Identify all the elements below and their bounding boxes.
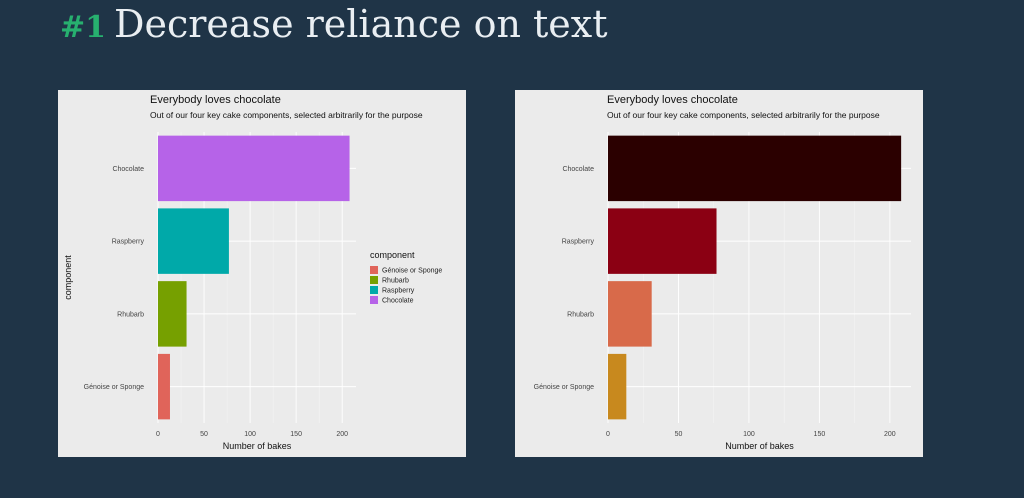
- x-tick-label: 0: [156, 431, 160, 438]
- chart-subtitle: Out of our four key cake components, sel…: [150, 110, 423, 120]
- bar-rhubarb: [158, 281, 187, 347]
- x-tick-label: 50: [200, 431, 208, 438]
- legend-swatch-chocolate: [370, 296, 378, 304]
- x-tick-label: 150: [290, 431, 302, 438]
- slide-number: #1: [60, 10, 107, 45]
- x-axis-title: Number of bakes: [725, 441, 794, 451]
- bar-genoise-or-sponge: [608, 353, 627, 420]
- bar-rhubarb: [608, 281, 652, 347]
- bar-chocolate: [608, 135, 902, 202]
- chart-title: Everybody loves chocolate: [607, 94, 738, 106]
- category-label-raspberry: Raspberry: [562, 239, 595, 246]
- x-tick-label: 200: [884, 431, 896, 438]
- chart-panel-right: Everybody loves chocolate Out of our fou…: [515, 90, 923, 457]
- bar-chart-right: Chocolate Raspberry Rhubarb Génoise or Spon…: [534, 132, 911, 451]
- x-axis-title: Number of bakes: [223, 441, 292, 451]
- x-tick-label: 100: [244, 431, 256, 438]
- category-label-chocolate: Chocolate: [562, 166, 594, 173]
- x-tick-label: 50: [675, 431, 683, 438]
- legend-swatch-genoise-or-sponge: [370, 266, 378, 274]
- category-label-genoise-or-sponge: Génoise or Sponge: [84, 384, 144, 391]
- chart-panel-left: Everybody loves chocolate Out of our fou…: [58, 90, 466, 457]
- bar-chart-left: Chocolate Raspberry Rhubarb Génoise or Spon…: [63, 132, 442, 451]
- legend-title: component: [370, 250, 415, 260]
- x-tick-label: 150: [814, 431, 826, 438]
- legend-label-chocolate: Chocolate: [382, 298, 414, 305]
- slide-title: #1 Decrease reliance on text: [60, 2, 607, 46]
- chart-subtitle: Out of our four key cake components, sel…: [607, 110, 880, 120]
- bar-raspberry: [158, 208, 229, 274]
- legend-swatch-rhubarb: [370, 276, 378, 284]
- x-tick-label: 200: [336, 431, 348, 438]
- legend-label-rhubarb: Rhubarb: [382, 278, 409, 285]
- bar-chocolate: [158, 135, 350, 202]
- category-label-rhubarb: Rhubarb: [567, 311, 594, 318]
- x-tick-label: 100: [743, 431, 755, 438]
- category-label-rhubarb: Rhubarb: [117, 311, 144, 318]
- legend-label-genoise-or-sponge: Génoise or Sponge: [382, 268, 442, 275]
- legend-swatch-raspberry: [370, 286, 378, 294]
- category-label-raspberry: Raspberry: [112, 239, 145, 246]
- chart-title: Everybody loves chocolate: [150, 94, 281, 106]
- category-label-chocolate: Chocolate: [112, 166, 144, 173]
- slide-title-text: Decrease reliance on text: [114, 2, 608, 46]
- bar-genoise-or-sponge: [158, 353, 170, 420]
- bar-raspberry: [608, 208, 717, 274]
- y-axis-title: component: [63, 255, 73, 300]
- legend-label-raspberry: Raspberry: [382, 288, 415, 295]
- category-label-genoise-or-sponge: Génoise or Sponge: [534, 384, 594, 391]
- x-tick-label: 0: [606, 431, 610, 438]
